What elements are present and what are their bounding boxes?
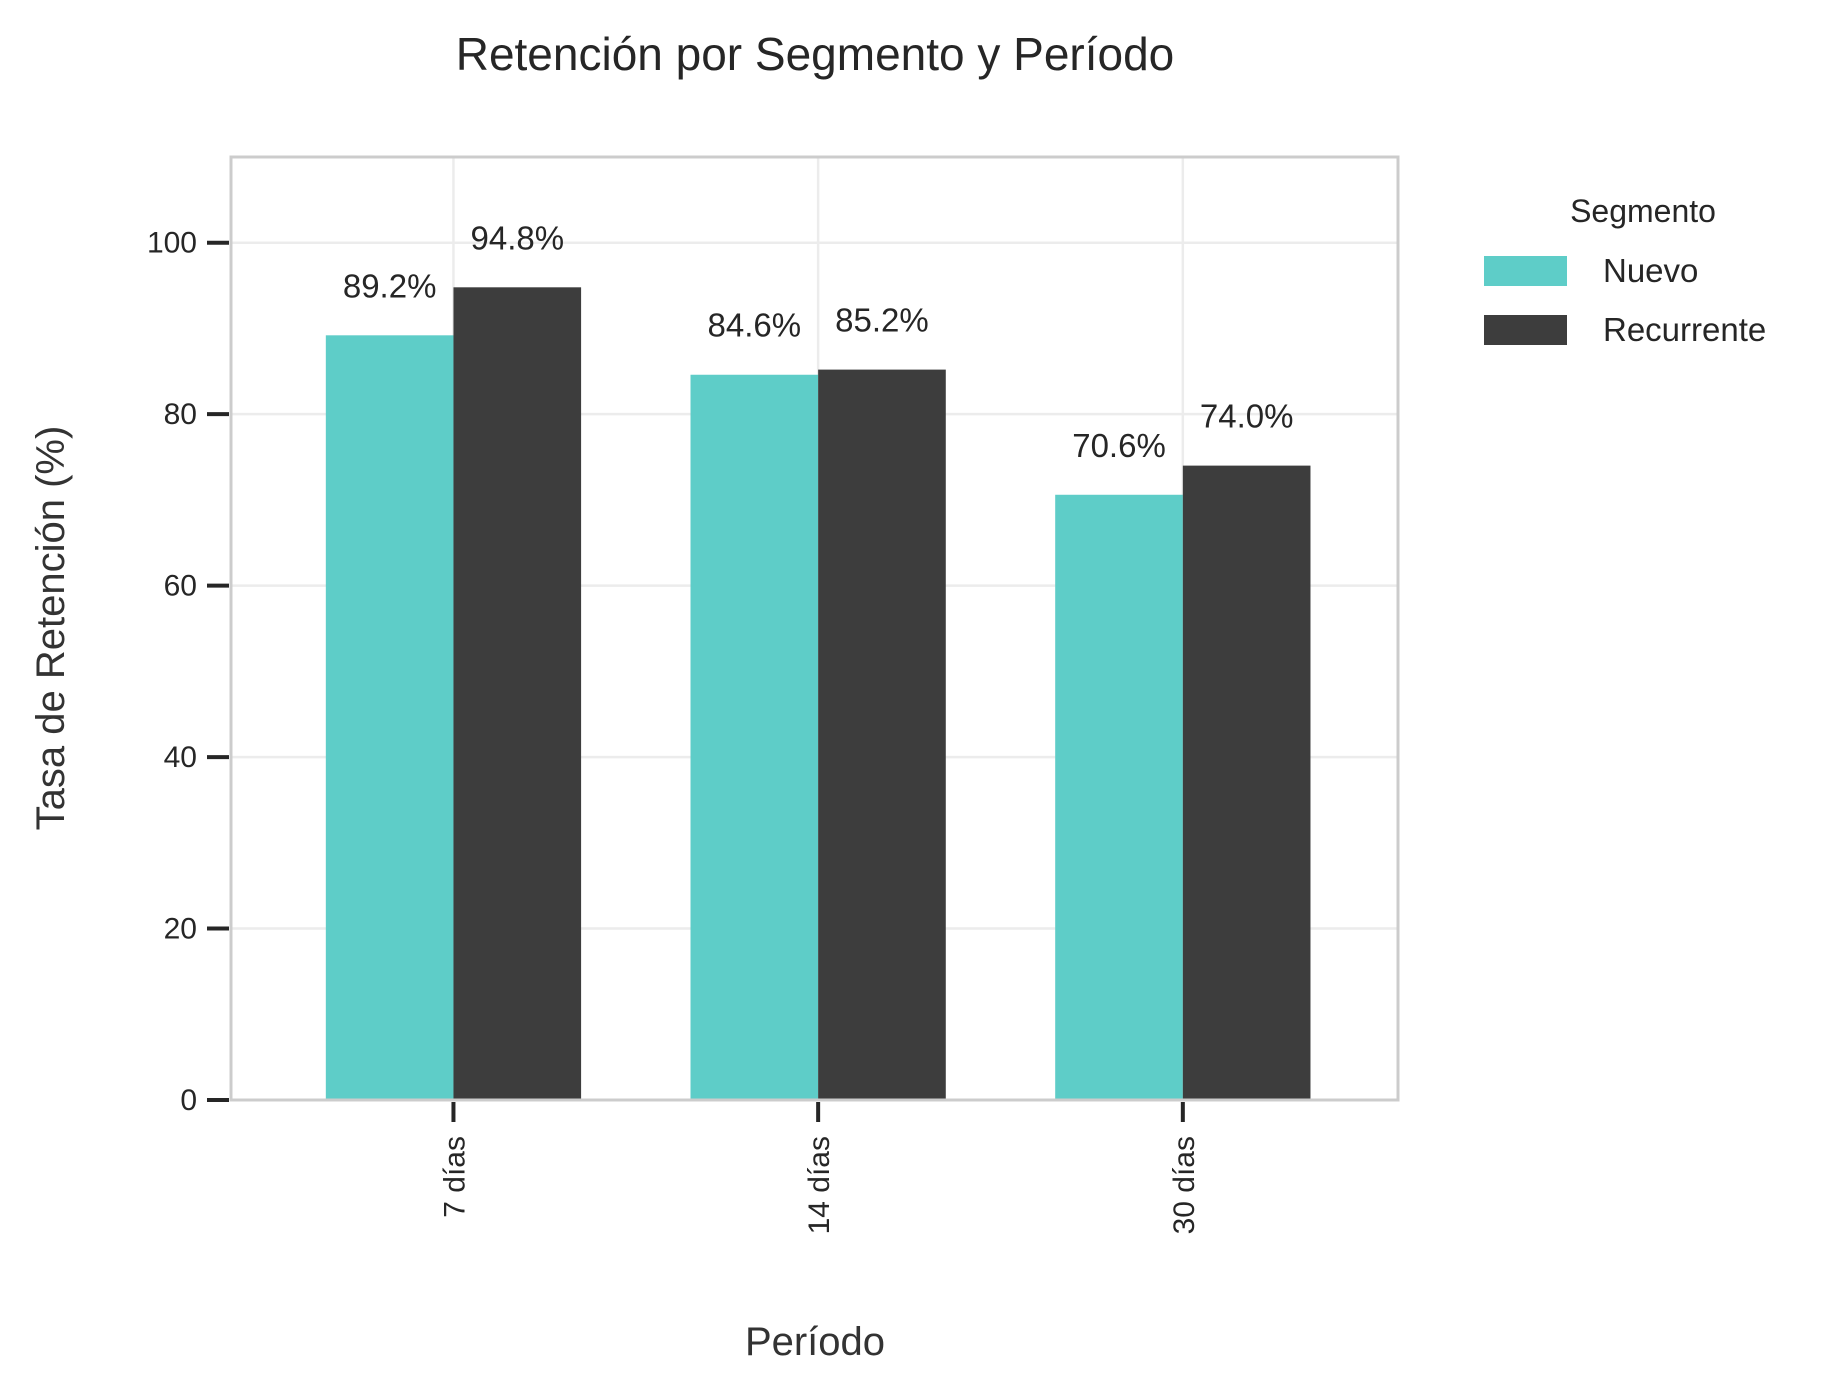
- legend: Segmento Nuevo Recurrente: [1484, 193, 1766, 348]
- bar-nuevo: [690, 374, 819, 1100]
- bar-value-label: 85.2%: [835, 302, 929, 339]
- y-tick-label: 80: [164, 398, 197, 431]
- x-axis: 7 días 14 días 30 días: [438, 1102, 1201, 1234]
- bar-value-label: 84.6%: [708, 307, 802, 344]
- x-tick-label: 14 días: [803, 1136, 836, 1234]
- x-tick-label: 30 días: [1168, 1136, 1201, 1234]
- y-tick-label: 100: [147, 227, 197, 260]
- legend-label: Nuevo: [1603, 252, 1698, 289]
- legend-swatch-recurrente: [1484, 315, 1567, 345]
- legend-label: Recurrente: [1603, 311, 1766, 348]
- y-axis-label: Tasa de Retención (%): [29, 426, 73, 831]
- x-tick-label: 7 días: [438, 1136, 471, 1218]
- y-tick-label: 0: [180, 1084, 197, 1117]
- y-tick-label: 20: [164, 913, 197, 946]
- bar-value-label: 89.2%: [343, 267, 437, 304]
- legend-title: Segmento: [1570, 193, 1716, 229]
- bar-recurrente: [1182, 465, 1311, 1101]
- bar-nuevo: [1055, 494, 1183, 1100]
- y-tick-label: 60: [164, 570, 197, 603]
- bars: [325, 287, 1311, 1101]
- bar-nuevo: [325, 335, 454, 1100]
- bar-recurrente: [818, 369, 946, 1100]
- legend-swatch-nuevo: [1484, 256, 1567, 286]
- plot-frame: [229, 155, 1400, 1102]
- bar-value-label: 74.0%: [1200, 398, 1294, 435]
- bar-value-label: 94.8%: [470, 219, 564, 256]
- bar-value-label: 70.6%: [1072, 427, 1166, 464]
- chart-title: Retención por Segmento y Período: [456, 28, 1175, 80]
- bar-recurrente: [453, 287, 582, 1101]
- x-axis-label: Período: [745, 1320, 885, 1364]
- y-axis: 0 20 40 60 80 100: [147, 227, 229, 1117]
- y-tick-label: 40: [164, 741, 197, 774]
- data-labels: 89.2% 84.6% 70.6% 94.8% 85.2% 74.0%: [343, 219, 1294, 463]
